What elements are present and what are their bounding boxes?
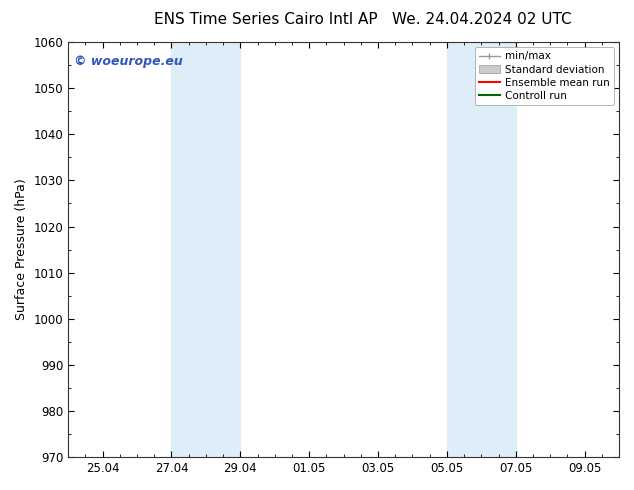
Bar <box>447 42 515 457</box>
Bar <box>171 42 240 457</box>
Legend: min/max, Standard deviation, Ensemble mean run, Controll run: min/max, Standard deviation, Ensemble me… <box>475 47 614 105</box>
Text: © woeurope.eu: © woeurope.eu <box>74 54 183 68</box>
Text: ENS Time Series Cairo Intl AP: ENS Time Series Cairo Intl AP <box>155 12 378 27</box>
Text: We. 24.04.2024 02 UTC: We. 24.04.2024 02 UTC <box>392 12 572 27</box>
Y-axis label: Surface Pressure (hPa): Surface Pressure (hPa) <box>15 179 28 320</box>
